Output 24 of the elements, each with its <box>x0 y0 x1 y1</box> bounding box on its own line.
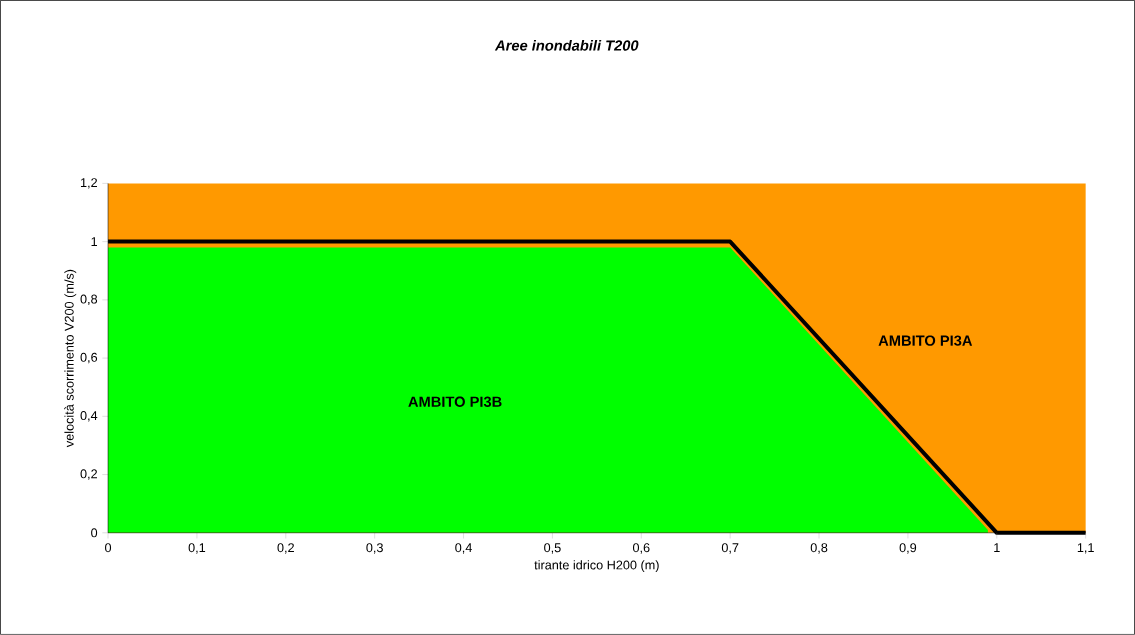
y-tick-label: 1 <box>91 237 98 247</box>
x-tick-label: 0,3 <box>366 543 383 554</box>
x-tick-label: 0,6 <box>632 543 650 554</box>
y-tick-label: 0,2 <box>80 469 98 480</box>
annotation: AMBITO PI3A <box>878 335 973 346</box>
y-axis-title: velocità scorrimento V200 (m/s) <box>64 269 77 448</box>
y-tick-label: 0,6 <box>80 352 98 364</box>
x-tick-label: 0,5 <box>544 543 561 554</box>
x-tick-label: 0,2 <box>277 543 294 554</box>
annotation: AMBITO PI3B <box>408 396 502 408</box>
x-tick-label: 0,1 <box>188 543 206 554</box>
x-tick-label: 0,8 <box>810 543 828 554</box>
x-tick-label: 1,1 <box>1077 543 1094 554</box>
x-tick-label: 0,4 <box>455 543 472 554</box>
x-tick-label: 0,7 <box>721 543 739 554</box>
x-tick-label: 1 <box>994 543 1000 553</box>
chart-title: Aree inondabili T200 <box>494 40 639 51</box>
y-tick-label: 0,8 <box>80 294 98 306</box>
x-tick-label: 0,9 <box>899 543 917 554</box>
y-tick-label: 0,4 <box>80 411 98 422</box>
y-tick-label: 1,2 <box>80 178 98 189</box>
x-axis-title: tirante idrico H200 (m) <box>534 560 659 573</box>
x-tick-label: 0 <box>105 543 112 553</box>
y-tick-label: 0 <box>91 528 98 538</box>
